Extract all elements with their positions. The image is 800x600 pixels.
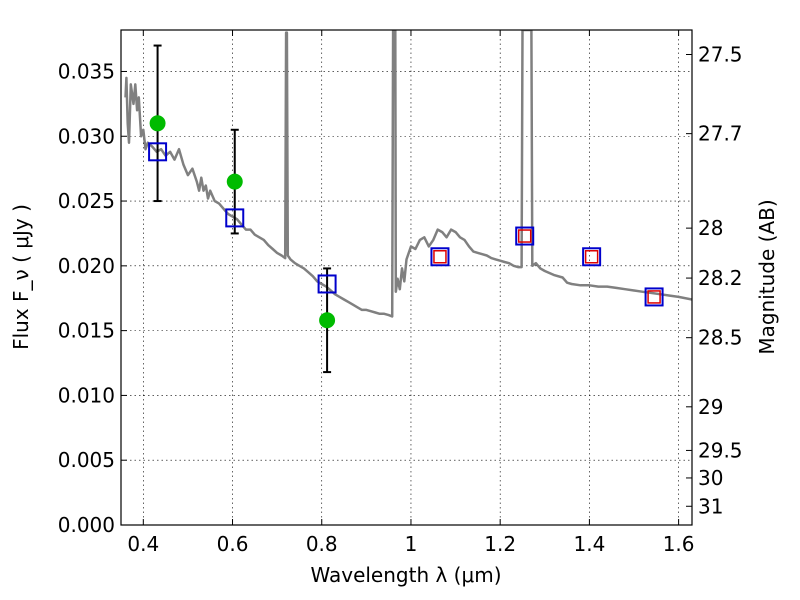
plot-frame — [120, 29, 693, 526]
observed-flux-point — [149, 115, 166, 132]
x-tick-label: 0.8 — [306, 532, 338, 556]
plot-area — [121, 30, 692, 525]
grid — [121, 30, 692, 526]
x-tick-label: 0.4 — [127, 532, 159, 556]
x-tick-label: 1.2 — [484, 532, 516, 556]
ticks — [121, 30, 692, 526]
y2-tick-label: 31 — [698, 494, 723, 518]
predicted-flux-square — [584, 250, 599, 264]
model-band-flux-square — [430, 247, 450, 267]
plot-content — [124, 30, 692, 374]
y-tick-label: 0.025 — [58, 189, 115, 213]
y-tick-label: 0.035 — [58, 59, 115, 83]
model-band-flux-square — [515, 226, 535, 246]
model-band-flux-square — [148, 142, 168, 162]
y2-tick-label: 27.7 — [698, 122, 743, 146]
y-tick-label: 0.015 — [58, 319, 115, 343]
model-band-flux-square — [582, 247, 602, 267]
y2-tick-label: 28 — [698, 216, 723, 240]
y2-tick-label: 30 — [698, 466, 723, 490]
model-band-flux-square — [317, 274, 337, 294]
model-spectrum-line — [124, 30, 692, 318]
y-tick-label: 0.030 — [58, 124, 115, 148]
x-tick-label: 1 — [405, 532, 418, 556]
y2-tick-label: 29.5 — [698, 438, 743, 462]
y-tick-label: 0.020 — [58, 254, 115, 278]
y-tick-label: 0.010 — [58, 383, 115, 407]
y2-tick-label: 27.5 — [698, 42, 743, 66]
y2-tick-label: 28.2 — [698, 266, 743, 290]
observed-flux-point — [226, 173, 243, 190]
y-tick-label: 0.005 — [58, 448, 115, 472]
y-axis-title: Flux F_ν ( μJy ) — [9, 204, 33, 350]
model-band-flux-square — [644, 287, 664, 307]
x-tick-label: 0.6 — [217, 532, 249, 556]
y2-tick-label: 29 — [698, 395, 723, 419]
data-layer — [124, 30, 692, 374]
x-tick-label: 1.4 — [573, 532, 605, 556]
predicted-flux-square — [433, 250, 447, 264]
y2-tick-label: 28.5 — [698, 326, 743, 350]
x-tick-label: 1.6 — [663, 532, 695, 556]
model-band-flux-square — [225, 208, 245, 228]
y2-axis-title: Magnitude (AB) — [755, 199, 779, 354]
observed-flux-point — [319, 312, 336, 329]
predicted-flux-square — [647, 290, 661, 304]
y-tick-label: 0.000 — [58, 513, 115, 537]
tick-labels: 0.4 0.6 0.8 1 1.2 1.4 1.6 0.000 0.005 0.010 0.015 0… — [58, 42, 743, 556]
predicted-flux-square — [517, 229, 532, 243]
x-axis-title: Wavelength λ (μm) — [310, 563, 501, 587]
